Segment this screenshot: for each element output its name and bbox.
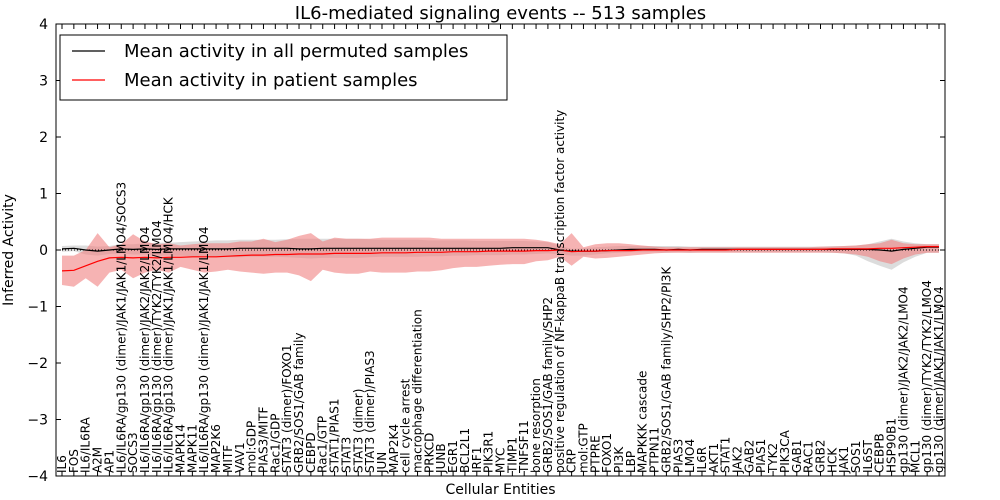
category-label: EGR1 [446,440,460,473]
series-lines [61,246,939,272]
category-label: STAT3 (dimer)/FOXO1 [280,344,294,473]
category-label: MAPK11 [185,424,199,473]
category-label: PIAS1 [754,439,768,473]
category-label: IL6ST [861,440,875,473]
category-label: Rac1/GTP [316,416,330,473]
category-label: Rac1/GDP [268,413,282,472]
y-tick-label: −3 [27,413,48,429]
category-label: FOXO1 [600,433,614,473]
category-label: MAP2K6 [209,424,223,473]
category-label: bone resorption [529,378,543,473]
category-label: IL6 [55,455,69,473]
category-label: BCL2L1 [458,428,472,473]
category-label: IL6/IL6RA/gp130 (dimer)/JAK1/JAK1/LMO4/H… [162,196,176,473]
category-label: gp130 (dimer)/JAK2/JAK2/LMO4 [896,286,910,473]
y-tick-label: 2 [39,130,48,146]
category-label: MYC [494,448,508,473]
category-label: PTPN11 [648,427,662,473]
category-label: HSP90B1 [885,418,899,473]
category-label: STAT3 (dimer) [351,389,365,473]
category-label: JAK2 [731,446,745,474]
x-axis-ticks [61,24,940,476]
category-label: gp130 (dimer)/TYK2/TYK2/LMO4 [920,280,934,473]
category-label: IL6R [695,447,709,473]
y-tick-label: −4 [27,469,48,485]
legend-label-permuted: Mean activity in all permuted samples [124,41,468,62]
category-label: STAT1 [719,437,733,473]
category-label: MAP2K4 [387,424,401,473]
category-label: IRF1 [470,447,484,473]
y-tick-label: 4 [39,17,48,33]
category-label: FOS [67,449,81,473]
category-label: SOCS3 [126,432,140,473]
y-tick-label: −1 [27,300,48,316]
category-label: macrophage differentiation [411,309,425,473]
category-label: HCK [825,447,839,473]
category-label: MAPK14 [174,424,188,473]
category-label: IL6/IL6RA/gp130 (dimer)/JAK1/JAK1/LMO4 [197,227,211,473]
category-label: PIAS3 [671,439,685,473]
category-label: MCL1 [908,440,922,473]
category-label: IL6/IL6RA [79,416,93,473]
category-label: positive regulation of NF-kappaB transcr… [553,110,567,473]
y-tick-label: 0 [39,243,48,259]
category-label: LMO4 [683,439,697,473]
category-label: IL6/IL6RA/gp130 (dimer)/TYK2/TYK2/LMO4 [150,220,164,473]
category-label: STAT1/PIAS1 [328,398,342,473]
category-label: PIAS3/MITF [257,407,271,474]
category-label: STAT3 [339,437,353,473]
category-label: cell cycle arrest [399,378,413,473]
legend: Mean activity in all permuted samples Me… [59,34,508,101]
category-label: CEBPD [304,432,318,473]
category-label: JUN [375,452,389,474]
y-axis-ticks: −4 −3 −2 −1 0 1 2 3 4 [27,17,945,485]
category-label: GAB1 [790,440,804,473]
category-label: gp130 (dimer)/JAK1/JAK1/LMO4 [932,286,946,473]
chart-title: IL6-mediated signaling events -- 513 sam… [295,3,706,24]
category-label: STAT3 (dimer)/PIAS3 [363,350,377,473]
category-label: GRB2/SOS1/GAB family/SHP2/PI3K [659,265,673,473]
category-label: SOS1 [849,441,863,473]
category-label: PTPRE [588,435,602,473]
category-label: JAK1 [837,446,851,474]
category-label: PI3K [612,446,626,473]
category-label: IL6/IL6RA/gp130 (dimer)/JAK2/JAK2/LMO4 [138,227,152,473]
category-label: GAB2 [742,440,756,473]
category-label: CEBPB [873,433,887,473]
legend-label-patient: Mean activity in patient samples [124,70,418,91]
category-label: VAV1 [233,442,247,473]
category-label: LBP [624,451,638,473]
y-axis-label: Inferred Activity [1,194,17,306]
category-label: RAC1 [802,441,816,473]
category-label: AP1 [102,450,116,473]
category-label: GRB2/SOS1/GAB family [292,332,306,473]
category-label: TYK2 [766,443,780,474]
x-axis-label: Cellular Entities [445,482,555,498]
category-label: mol:GDP [245,421,259,473]
category-label: PIK3CA [778,429,792,473]
category-label: TNFSF11 [517,420,531,474]
y-tick-label: 1 [39,187,48,203]
confidence-bands [62,233,939,287]
category-label: JUNB [434,443,448,474]
category-label: mol:GTP [577,423,591,473]
category-label: GRB2 [814,439,828,473]
category-label: MAPKKK cascade [636,371,650,473]
band-patient [62,233,939,287]
y-tick-label: −2 [27,356,48,372]
category-label: PIK3R1 [482,431,496,473]
line-patient [61,246,939,272]
category-label: MITF [221,445,235,473]
category-label: GRB2/SOS1/GAB family/SHP2 [541,297,555,473]
category-label: IL6/IL6RA/gp130 (dimer)/JAK1/JAK1/LMO4/S… [114,182,128,473]
legend-box [59,34,508,101]
y-tick-label: 3 [39,74,48,90]
category-label: PRKCD [422,433,436,473]
category-label: CRP [565,449,579,473]
category-label: AKT1 [707,443,721,473]
category-label: TIMP1 [505,437,519,474]
category-label: A2M [91,447,105,473]
